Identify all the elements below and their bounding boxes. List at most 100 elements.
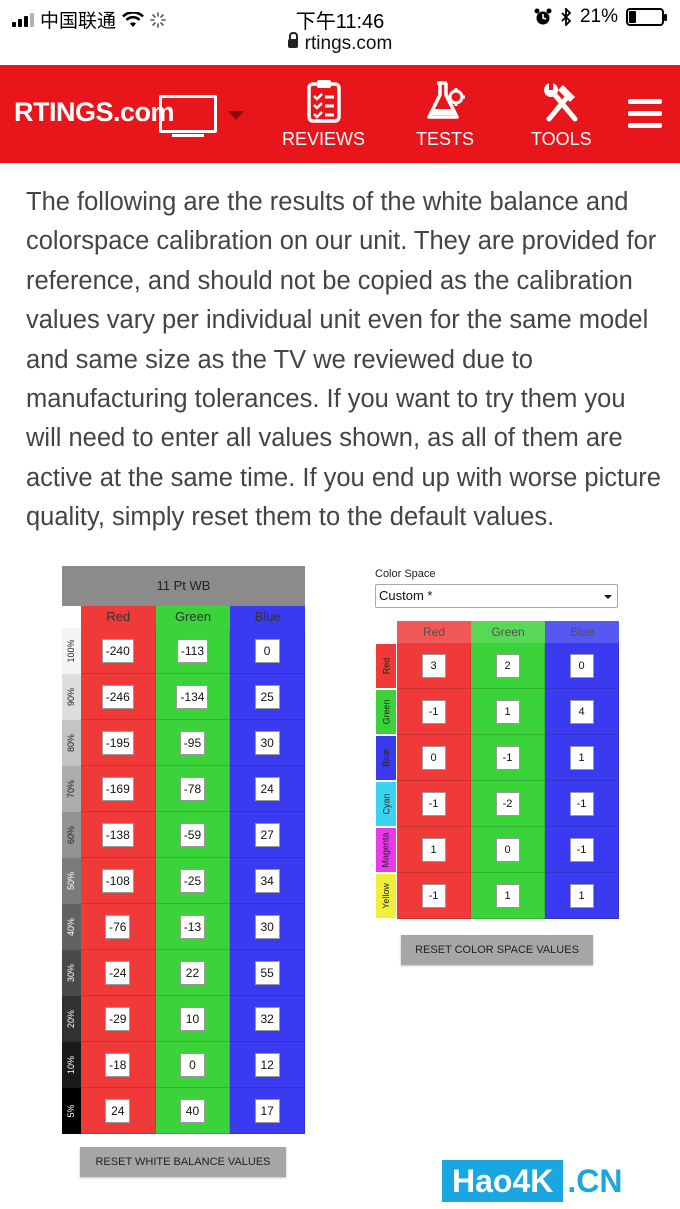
wb-row: 80% -195 -95 30	[62, 720, 305, 766]
wb-value-input[interactable]: 10	[179, 1006, 205, 1031]
wb-value-input[interactable]: 12	[254, 1052, 280, 1077]
wb-value-input[interactable]: -78	[179, 776, 206, 801]
reset-white-balance-button[interactable]: RESET WHITE BALANCE VALUES	[80, 1147, 286, 1177]
cs-value-input[interactable]: -2	[495, 791, 520, 816]
wb-value-input[interactable]: -240	[101, 638, 134, 663]
wb-value-input[interactable]: 22	[179, 960, 205, 985]
nav-reviews-label: REVIEWS	[282, 129, 366, 149]
cs-rows: Red 3 2 0 Green -1 1 4 Blue 0 -1 1 Cyan -1 -2 -1 Magenta…	[375, 643, 620, 919]
cs-cell-blue: 1	[545, 873, 619, 919]
address-bar[interactable]: rtings.com	[0, 32, 680, 63]
cs-value-input[interactable]: 1	[495, 699, 520, 724]
cs-cell-red: -1	[397, 873, 471, 919]
cs-row-label: Green	[375, 689, 397, 735]
cs-value-input[interactable]: -1	[421, 883, 446, 908]
wb-value-input[interactable]: 34	[254, 868, 280, 893]
wb-value-input[interactable]: -24	[105, 960, 131, 985]
cs-value-input[interactable]: 1	[421, 837, 446, 862]
cs-value-input[interactable]: -1	[495, 745, 520, 770]
wb-value-input[interactable]: -108	[101, 868, 134, 893]
cs-value-input[interactable]: 1	[569, 883, 594, 908]
wb-value-input[interactable]: 24	[105, 1098, 131, 1123]
wb-value-input[interactable]: 17	[254, 1098, 280, 1123]
cs-row: Green -1 1 4	[375, 689, 620, 735]
hamburger-menu-icon[interactable]	[628, 99, 662, 129]
wb-row: 20% -29 10 32	[62, 996, 305, 1042]
wb-value-input[interactable]: -246	[101, 684, 134, 709]
cs-value-input[interactable]: 3	[421, 653, 446, 678]
cs-value-input[interactable]: -1	[421, 791, 446, 816]
wb-col-blue: Blue	[230, 606, 306, 628]
wb-value-input[interactable]: -59	[179, 822, 206, 847]
tv-category-icon[interactable]	[159, 95, 217, 137]
wb-value-input[interactable]: 0	[254, 638, 280, 663]
wb-cell-green: -25	[155, 858, 231, 904]
wb-value-input[interactable]: 30	[254, 914, 280, 939]
wb-cell-red: -195	[80, 720, 156, 766]
wb-value-input[interactable]: -76	[105, 914, 131, 939]
nav-reviews[interactable]: REVIEWS	[282, 79, 365, 150]
cs-cell-green: 0	[471, 827, 545, 873]
cs-value-input[interactable]: 0	[495, 837, 520, 862]
cs-value-input[interactable]: 1	[495, 883, 520, 908]
nav-tools[interactable]: TOOLS	[531, 79, 592, 150]
cs-value-input[interactable]: 4	[569, 699, 594, 724]
nav-tests-label: TESTS	[416, 129, 475, 149]
wb-value-input[interactable]: 0	[179, 1052, 205, 1077]
wb-value-input[interactable]: -113	[176, 638, 209, 663]
nav-tests[interactable]: TESTS	[416, 79, 474, 150]
wb-value-input[interactable]: 55	[254, 960, 280, 985]
cs-cell-blue: 4	[545, 689, 619, 735]
color-space-select[interactable]: Custom *	[375, 584, 618, 608]
wb-value-input[interactable]: 27	[254, 822, 280, 847]
wb-col-red: Red	[81, 606, 156, 628]
wb-row-label-text: 40%	[66, 917, 77, 937]
wb-row-label-text: 70%	[66, 779, 77, 799]
wb-value-input[interactable]: -95	[179, 730, 206, 755]
wb-value-input[interactable]: -134	[176, 684, 209, 709]
cs-value-input[interactable]: 0	[421, 745, 446, 770]
cs-value-input[interactable]: -1	[569, 791, 594, 816]
cs-row: Cyan -1 -2 -1	[375, 781, 620, 827]
cs-col-green: Green	[471, 621, 545, 643]
cs-value-input[interactable]: 1	[569, 745, 594, 770]
wb-value-input[interactable]: 25	[254, 684, 280, 709]
wb-value-input[interactable]: 30	[254, 730, 280, 755]
wb-cell-blue: 30	[230, 904, 305, 950]
color-space-label: Color Space	[375, 568, 436, 580]
wb-value-input[interactable]: 32	[254, 1006, 280, 1031]
wb-value-input[interactable]: -13	[179, 914, 206, 939]
bluetooth-icon	[561, 8, 572, 26]
site-logo[interactable]: RTINGS.com	[14, 97, 175, 127]
cs-col-red: Red	[397, 621, 471, 643]
cs-column-headers: Red Green Blue	[397, 621, 620, 643]
wb-value-input[interactable]: 40	[179, 1098, 205, 1123]
wb-value-input[interactable]: -195	[101, 730, 134, 755]
wb-row-label: 50%	[62, 858, 81, 904]
wb-value-input[interactable]: -18	[105, 1052, 131, 1077]
cs-value-input[interactable]: 0	[569, 653, 594, 678]
wb-column-headers: Red Green Blue	[81, 606, 306, 628]
cs-value-input[interactable]: -1	[569, 837, 594, 862]
reset-color-space-button[interactable]: RESET COLOR SPACE VALUES	[401, 935, 593, 965]
cs-row-label: Red	[375, 643, 397, 689]
caret-down-icon[interactable]	[228, 111, 244, 120]
wb-row-label: 10%	[62, 1042, 81, 1088]
status-bar: 中国联通 下午11:46 21%	[0, 0, 680, 34]
wb-value-input[interactable]: -138	[101, 822, 134, 847]
cs-row: Blue 0 -1 1	[375, 735, 620, 781]
wb-cell-blue: 27	[230, 812, 305, 858]
wb-cell-green: -13	[155, 904, 231, 950]
cs-value-input[interactable]: -1	[421, 699, 446, 724]
wb-value-input[interactable]: -29	[105, 1006, 131, 1031]
wb-value-input[interactable]: -169	[101, 776, 134, 801]
cs-value-input[interactable]: 2	[495, 653, 520, 678]
wb-value-input[interactable]: -25	[179, 868, 206, 893]
wb-cell-green: -78	[155, 766, 231, 812]
wb-cell-red: -138	[80, 812, 156, 858]
wb-row-label: 30%	[62, 950, 81, 996]
wb-value-input[interactable]: 24	[254, 776, 280, 801]
wb-cell-red: -108	[80, 858, 156, 904]
battery-level	[629, 11, 637, 23]
wb-cell-green: -95	[155, 720, 231, 766]
